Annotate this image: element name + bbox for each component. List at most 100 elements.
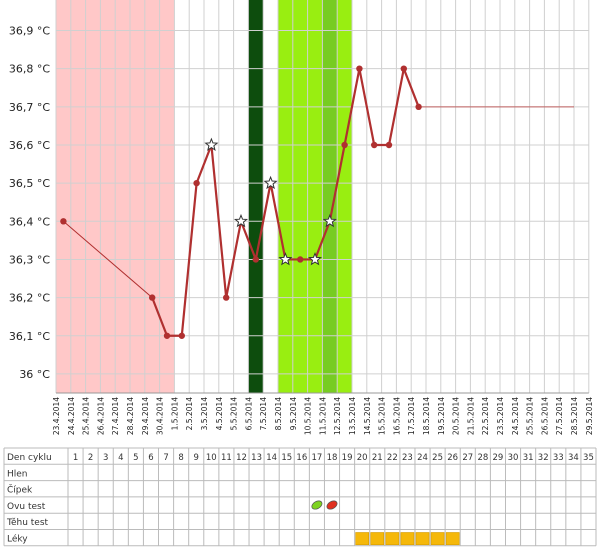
ovu-test-leaf-icon: [326, 500, 338, 510]
x-tick-label: 10.5.2014: [304, 397, 313, 435]
x-tick-label: 26.5.2014: [540, 397, 549, 435]
x-tick-label: 26.4.2014: [96, 397, 105, 435]
table-day-number: 4: [118, 453, 123, 463]
table-day-number: 1: [73, 453, 78, 463]
series-segment: [343, 67, 361, 147]
table-day-number: 23: [402, 453, 413, 463]
x-tick-label: 4.5.2014: [215, 397, 224, 431]
series-segment: [269, 182, 287, 261]
series-segment: [239, 220, 257, 261]
med-cell: [385, 532, 400, 546]
data-point: [252, 256, 259, 263]
table-day-number: 27: [462, 453, 473, 463]
data-point: [341, 141, 348, 149]
x-tick-label: 15.5.2014: [378, 397, 387, 435]
data-point: [400, 65, 407, 72]
band-2: [278, 0, 352, 393]
x-tick-label: 28.4.2014: [126, 397, 135, 435]
series-segment: [151, 296, 169, 337]
table-row-label: Den cyklu: [7, 453, 52, 463]
star-point: [322, 213, 337, 228]
series-layer: [60, 65, 574, 339]
y-tick-label: 36 °C: [19, 368, 50, 381]
y-tick-label: 36,8 °C: [9, 63, 50, 76]
table-day-number: 17: [312, 453, 323, 463]
x-tick-label: 24.4.2014: [67, 397, 76, 435]
star-point: [233, 213, 249, 228]
table-day-number: 25: [432, 453, 443, 463]
table-day-number: 33: [553, 453, 564, 463]
x-tick-label: 28.5.2014: [570, 397, 579, 435]
x-tick-label: 25.4.2014: [82, 397, 91, 435]
x-tick-label: 3.5.2014: [200, 397, 209, 431]
x-tick-label: 23.4.2014: [52, 397, 61, 435]
med-cell: [415, 532, 430, 546]
table-day-number: 7: [163, 453, 168, 463]
x-tick-label: 13.5.2014: [348, 397, 357, 435]
star-point: [263, 175, 278, 190]
series-segment: [254, 182, 272, 261]
med-cell: [355, 532, 370, 546]
series-segment: [313, 220, 331, 261]
data-point: [297, 256, 304, 263]
x-tick-label: 27.5.2014: [555, 397, 564, 435]
table-day-number: 9: [194, 453, 199, 463]
y-tick-label: 36,4 °C: [9, 215, 50, 228]
star-point: [278, 252, 293, 266]
data-point: [356, 65, 363, 72]
table-day-number: 22: [387, 453, 398, 463]
x-tick-label: 18.5.2014: [422, 397, 431, 435]
x-axis: 23.4.2014 24.4.2014 25.4.2014 26.4.2014 27.4…: [52, 397, 594, 435]
series-segment: [225, 220, 243, 299]
x-tick-label: 8.5.2014: [274, 397, 283, 431]
table-row-label: Čípek: [7, 484, 33, 496]
ovu-test-leaf-icon: [311, 500, 323, 510]
star-point: [204, 137, 219, 151]
y-tick-label: 36,7 °C: [9, 101, 50, 114]
med-cell: [400, 532, 415, 546]
table-day-number: 16: [296, 453, 307, 463]
x-tick-label: 16.5.2014: [392, 397, 401, 435]
table-day-number: 3: [103, 453, 108, 463]
table-day-number: 6: [148, 453, 153, 463]
x-tick-label: 20.5.2014: [452, 397, 461, 435]
series-segment: [358, 67, 376, 147]
med-cell: [445, 532, 460, 546]
table-row-label: Léky: [7, 534, 28, 545]
table-day-number: 2: [88, 453, 93, 463]
table-day-number: 21: [372, 453, 383, 463]
table-row-label: Hlen: [7, 469, 28, 479]
x-tick-label: 14.5.2014: [363, 397, 372, 435]
y-tick-label: 36,3 °C: [9, 253, 50, 266]
table-day-number: 11: [221, 453, 232, 463]
data-point: [193, 179, 200, 187]
data-point: [371, 141, 378, 149]
x-tick-label: 6.5.2014: [244, 397, 253, 431]
series-segment: [210, 143, 228, 299]
table-day-number: 8: [178, 453, 183, 463]
series-segment: [62, 220, 153, 299]
x-tick-label: 9.5.2014: [289, 397, 298, 431]
table-day-number: 15: [281, 453, 292, 463]
x-tick-label: 25.5.2014: [526, 397, 535, 435]
x-tick-label: 11.5.2014: [318, 397, 327, 435]
x-tick-label: 30.4.2014: [156, 397, 165, 435]
x-tick-label: 29.5.2014: [585, 397, 594, 435]
table-day-number: 5: [133, 453, 138, 463]
x-tick-label: 12.5.2014: [333, 397, 342, 435]
data-point: [149, 294, 156, 301]
table-day-number: 32: [538, 453, 549, 463]
table-day-number: 13: [251, 453, 262, 463]
data-point: [223, 294, 230, 301]
table-day-number: 35: [583, 453, 594, 463]
table-day-number: 20: [357, 453, 368, 463]
table-row-label: Těhu test: [6, 518, 49, 528]
data-point: [178, 332, 185, 339]
x-tick-label: 17.5.2014: [407, 397, 416, 435]
y-tick-label: 36,5 °C: [9, 177, 50, 190]
table-day-number: 18: [327, 453, 338, 463]
x-tick-label: 24.5.2014: [511, 397, 520, 435]
table-day-number: 31: [523, 453, 534, 463]
x-tick-label: 19.5.2014: [437, 397, 446, 435]
